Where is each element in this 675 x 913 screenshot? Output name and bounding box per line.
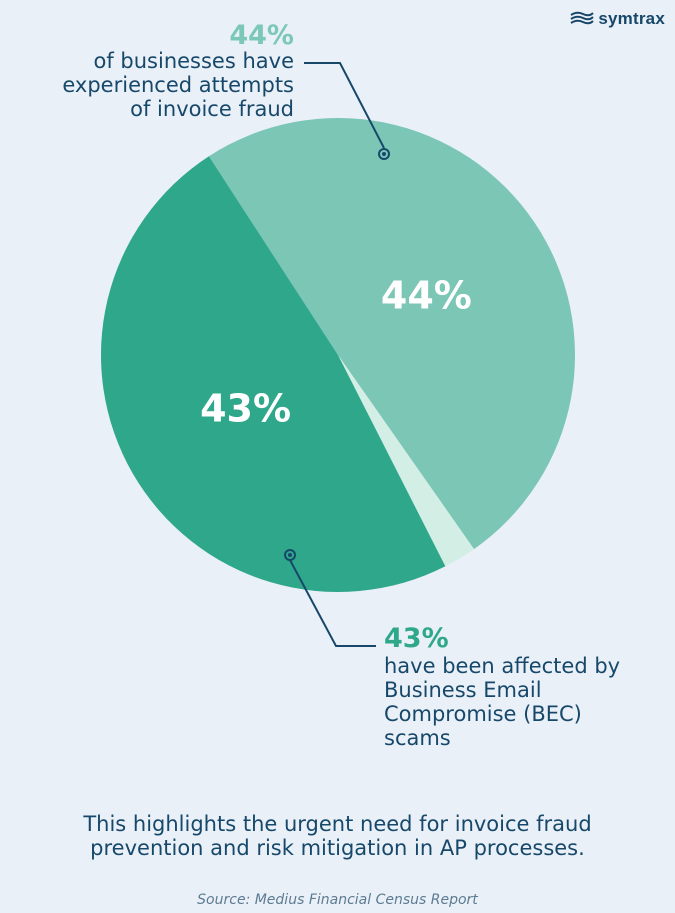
callout-top-text: of businesses have experienced attempts … — [62, 49, 294, 122]
pie-slice-1 — [208, 118, 575, 550]
pie-slice-label-1: 44% — [381, 273, 472, 317]
callout-bottom-marker — [284, 549, 296, 561]
source-note: Source: Medius Financial Census Report — [197, 892, 478, 908]
footer-note: This highlights the urgent need for invo… — [83, 812, 592, 861]
pie-slice-3 — [101, 156, 446, 592]
callout-top: 44% of businesses have experienced attem… — [20, 22, 294, 121]
callout-bottom: 43% have been affected by Business Email… — [384, 625, 666, 751]
callout-leaders — [284, 62, 390, 647]
pie-slices — [101, 118, 575, 592]
callout-top-leader — [304, 62, 385, 149]
callout-top-percent: 44% — [229, 20, 294, 51]
callout-top-marker — [378, 148, 390, 160]
callout-bottom-percent: 43% — [384, 623, 449, 654]
pie-slice-2 — [338, 355, 475, 567]
pie-slice-label-3: 43% — [200, 386, 291, 430]
wave-icon — [570, 11, 595, 25]
pie-slice-labels: 44% 43% — [200, 273, 472, 430]
callout-bottom-leader — [289, 559, 376, 647]
callout-bottom-text: have been affected by Business Email Com… — [384, 654, 621, 751]
brand-logo: symtrax — [570, 8, 665, 28]
brand-name: symtrax — [598, 8, 665, 28]
